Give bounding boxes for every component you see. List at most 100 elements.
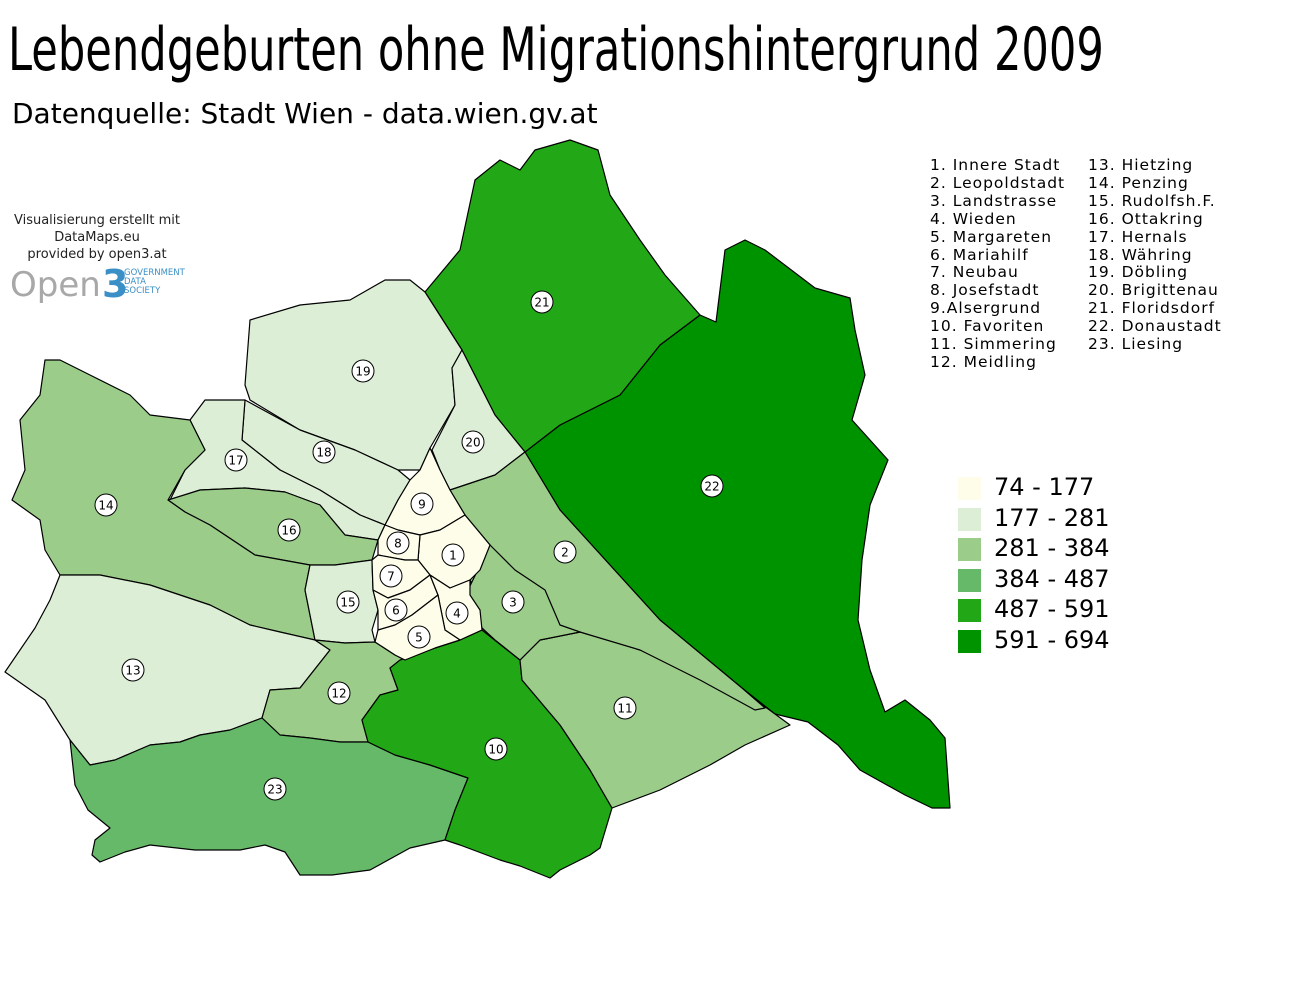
district-marker-8[interactable]: 8 (386, 531, 410, 555)
district-marker-label: 6 (392, 604, 400, 618)
district-marker-circle (441, 543, 465, 567)
district-marker-label: 3 (509, 596, 517, 610)
logo-digit: 3 (102, 262, 129, 306)
credit-line: provided by open3.at (27, 247, 167, 262)
district-marker-11[interactable]: 11 (613, 696, 637, 720)
district-key-item: 22. Donaustadt (1088, 317, 1222, 336)
district-marker-label: 15 (340, 596, 355, 610)
district-key-item: 15. Rudolfsh.F. (1088, 191, 1216, 210)
district-key-item: 19. Döbling (1088, 263, 1189, 282)
district-marker-18[interactable]: 18 (312, 440, 336, 464)
district-marker-21[interactable]: 21 (530, 290, 554, 314)
district-marker-circle (461, 430, 485, 454)
district-key-item: 9.Alsergrund (930, 299, 1042, 318)
district-key-item: 4. Wieden (930, 209, 1017, 228)
district-marker-label: 16 (281, 524, 296, 538)
logo-tagline-line: DATA (124, 277, 146, 287)
district-marker-10[interactable]: 10 (484, 737, 508, 761)
data-source: Datenquelle: Stadt Wien - data.wien.gv.a… (12, 97, 598, 130)
district-key-item: 7. Neubau (930, 263, 1019, 282)
district-key-item: 10. Favoriten (930, 317, 1045, 336)
district-marker-label: 12 (331, 687, 346, 701)
district-marker-circle (410, 492, 434, 516)
district-key-item: 8. Josefstadt (930, 281, 1040, 300)
district-marker-4[interactable]: 4 (445, 601, 469, 625)
district-key-item: 18. Währing (1088, 245, 1193, 264)
district-key-item: 13. Hietzing (1088, 156, 1194, 174)
district-key-item: 11. Simmering (930, 335, 1057, 354)
district-marker-2[interactable]: 2 (553, 540, 577, 564)
district-marker-label: 10 (488, 743, 503, 757)
district-marker-circle (327, 681, 351, 705)
district-marker-16[interactable]: 16 (277, 518, 301, 542)
district-marker-label: 2 (561, 546, 569, 560)
district-key-item: 5. Margareten (930, 227, 1053, 246)
district-marker-label: 4 (453, 607, 461, 621)
credit-text: Visualisierung erstellt mit DataMaps.eu … (8, 212, 186, 263)
district-marker-14[interactable]: 14 (94, 493, 118, 517)
district-marker-19[interactable]: 19 (351, 359, 375, 383)
district-key-item: 3. Landstrasse (930, 191, 1058, 210)
district-marker-circle (379, 564, 403, 588)
district-marker-label: 8 (394, 537, 402, 551)
district-marker-13[interactable]: 13 (121, 658, 145, 682)
legend-label: 487 - 591 (994, 595, 1110, 624)
district-key-item: 14. Penzing (1088, 173, 1189, 192)
district-marker-circle (224, 448, 248, 472)
district-marker-circle (386, 531, 410, 555)
district-marker-label: 18 (316, 446, 331, 460)
district-marker-label: 17 (228, 454, 243, 468)
legend-swatch (958, 538, 981, 562)
district-marker-1[interactable]: 1 (441, 543, 465, 567)
district-key-column: 1. Innere Stadt 2. Leopoldstadt 3. Landstr… (930, 156, 1066, 372)
district-marker-label: 13 (125, 664, 140, 678)
district-marker-circle (277, 518, 301, 542)
district-key-item: 23. Liesing (1088, 335, 1184, 354)
district-marker-circle (530, 290, 554, 314)
district-marker-label: 9 (418, 498, 426, 512)
district-key-item: 12. Meidling (930, 352, 1037, 371)
logo-word: Open (10, 265, 101, 305)
district-marker-label: 21 (534, 296, 549, 310)
district-marker-circle (445, 601, 469, 625)
district-marker-5[interactable]: 5 (407, 625, 431, 649)
district-key-column: 13. Hietzing 14. Penzing 15. Rudolfsh.F. 16… (1088, 156, 1222, 354)
district-marker-7[interactable]: 7 (379, 564, 403, 588)
district-marker-17[interactable]: 17 (224, 448, 248, 472)
district-key-item: 21. Floridsdorf (1088, 299, 1216, 318)
district-marker-circle (407, 625, 431, 649)
district-marker-label: 23 (267, 783, 282, 797)
district-key-item: 1. Innere Stadt (930, 156, 1061, 174)
district-marker-circle (501, 590, 525, 614)
district-region-22[interactable] (524, 239, 951, 809)
district-key-item: 20. Brigittenau (1088, 281, 1219, 300)
district-marker-23[interactable]: 23 (263, 777, 287, 801)
credit-link-datamaps[interactable]: DataMaps.eu (54, 230, 140, 245)
district-marker-6[interactable]: 6 (384, 598, 408, 622)
legend-label: 384 - 487 (994, 564, 1110, 593)
district-marker-12[interactable]: 12 (327, 681, 351, 705)
district-marker-3[interactable]: 3 (501, 590, 525, 614)
district-marker-circle (94, 493, 118, 517)
district-marker-15[interactable]: 15 (336, 590, 360, 614)
district-marker-circle (336, 590, 360, 614)
district-key-item: 2. Leopoldstadt (930, 173, 1066, 192)
district-marker-22[interactable]: 22 (700, 474, 724, 498)
district-key-item: 16. Ottakring (1088, 209, 1204, 228)
district-marker-label: 5 (415, 631, 423, 645)
district-key-item: 17. Hernals (1088, 227, 1188, 246)
legend-swatch (958, 568, 981, 592)
district-marker-circle (384, 598, 408, 622)
open3-logo: Open 3 GOVERNMENT DATA SOCIETY (10, 262, 190, 306)
district-marker-20[interactable]: 20 (461, 430, 485, 454)
district-marker-9[interactable]: 9 (410, 492, 434, 516)
district-region-14[interactable] (11, 359, 316, 641)
legend-label: 591 - 694 (994, 626, 1110, 654)
legend-swatch (958, 599, 981, 623)
district-marker-circle (312, 440, 336, 464)
district-marker-circle (613, 696, 637, 720)
legend-swatch (958, 630, 981, 653)
legend-label: 74 - 177 (994, 473, 1095, 501)
district-key-item: 6. Mariahilf (930, 245, 1029, 264)
